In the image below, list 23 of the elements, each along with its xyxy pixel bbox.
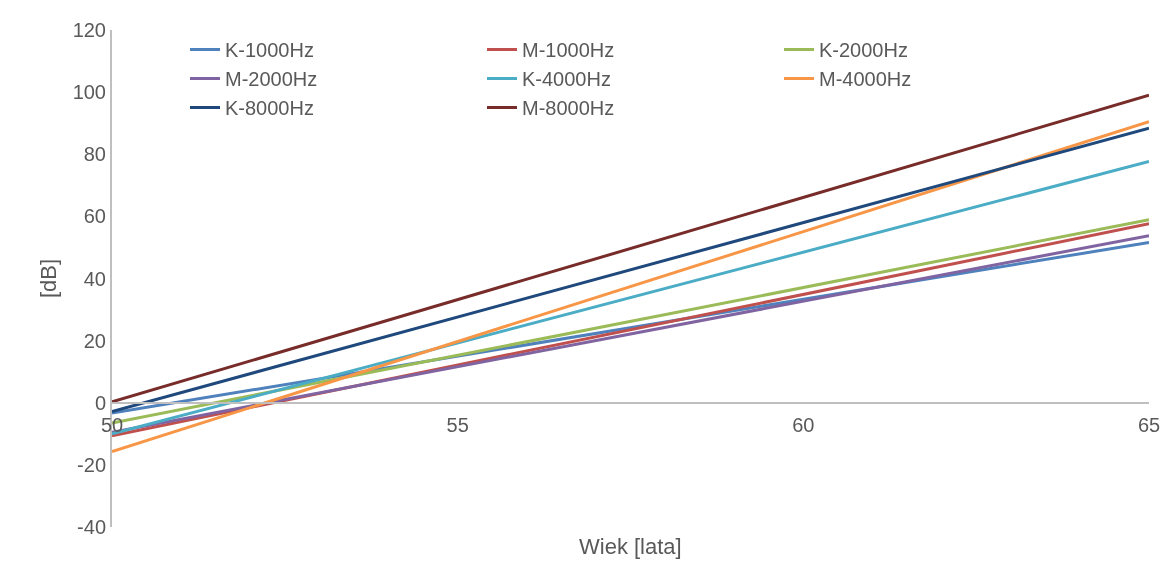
legend-label: M-4000Hz bbox=[819, 68, 912, 91]
legend-label: K-2000Hz bbox=[819, 39, 908, 62]
legend-label: M-8000Hz bbox=[522, 97, 615, 120]
x-tick-label: 65 bbox=[1137, 413, 1161, 436]
legend-label: K-8000Hz bbox=[225, 97, 314, 120]
y-tick-label: 100 bbox=[72, 81, 106, 104]
x-tick-label: 55 bbox=[446, 413, 469, 436]
y-axis-title: [dB] bbox=[35, 258, 61, 299]
y-tick-label: 80 bbox=[83, 143, 106, 166]
legend-label: K-1000Hz bbox=[225, 39, 314, 62]
y-tick-label: -40 bbox=[77, 516, 106, 538]
x-axis-title: Wiek [lata] bbox=[579, 534, 682, 559]
legend-label: K-4000Hz bbox=[522, 68, 611, 91]
x-tick-label: 60 bbox=[792, 413, 815, 436]
y-tick-label: -20 bbox=[77, 453, 106, 476]
y-tick-label: 40 bbox=[83, 267, 106, 290]
y-tick-label: 60 bbox=[83, 205, 106, 228]
y-tick-label: 120 bbox=[72, 19, 106, 41]
y-tick-label: 0 bbox=[94, 391, 106, 414]
x-tick-label: 50 bbox=[100, 413, 124, 436]
legend-label: M-2000Hz bbox=[225, 68, 318, 91]
legend-label: M-1000Hz bbox=[522, 39, 615, 62]
y-tick-label: 20 bbox=[83, 329, 106, 352]
